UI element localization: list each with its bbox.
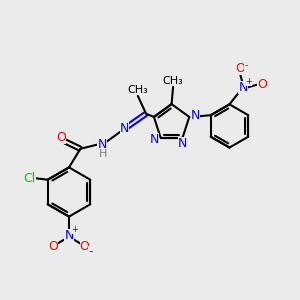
Text: O: O bbox=[80, 240, 89, 253]
Text: Cl: Cl bbox=[24, 172, 36, 185]
Text: -: - bbox=[88, 245, 93, 259]
Text: N: N bbox=[150, 133, 159, 146]
Text: O: O bbox=[257, 78, 267, 92]
Text: CH₃: CH₃ bbox=[127, 85, 148, 95]
Text: O: O bbox=[49, 240, 58, 253]
Text: CH₃: CH₃ bbox=[163, 76, 184, 86]
Text: O: O bbox=[235, 62, 245, 76]
Text: N: N bbox=[120, 122, 129, 135]
Text: O: O bbox=[57, 131, 66, 144]
Text: N: N bbox=[190, 109, 200, 122]
Text: N: N bbox=[238, 81, 248, 94]
Text: -: - bbox=[244, 60, 248, 70]
Text: N: N bbox=[64, 229, 74, 242]
Text: +: + bbox=[72, 225, 78, 234]
Text: +: + bbox=[246, 77, 252, 86]
Text: N: N bbox=[97, 138, 107, 151]
Text: N: N bbox=[178, 137, 187, 150]
Text: H: H bbox=[99, 149, 108, 159]
